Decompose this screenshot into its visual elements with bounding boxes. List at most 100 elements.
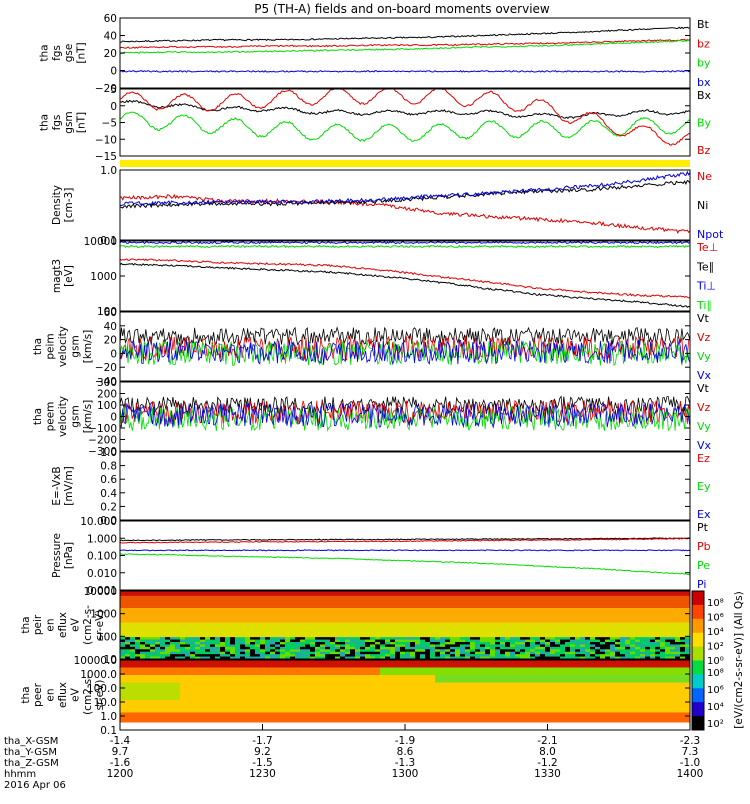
heatmap-cell bbox=[290, 685, 295, 688]
heatmap-cell bbox=[330, 652, 335, 655]
heatmap-cell bbox=[610, 630, 615, 633]
heatmap-cell bbox=[500, 608, 505, 611]
heatmap-cell bbox=[275, 620, 280, 623]
heatmap-cell bbox=[320, 649, 325, 652]
heatmap-cell bbox=[215, 642, 220, 645]
heatmap-cell bbox=[470, 606, 475, 609]
heatmap-cell bbox=[415, 649, 420, 652]
heatmap-cell bbox=[210, 705, 215, 708]
heatmap-cell bbox=[675, 608, 680, 611]
heatmap-cell bbox=[135, 703, 140, 706]
heatmap-cell bbox=[670, 630, 675, 633]
heatmap-cell bbox=[585, 635, 590, 638]
heatmap-cell bbox=[360, 718, 365, 721]
heatmap-cell bbox=[155, 720, 160, 723]
heatmap-cell bbox=[415, 615, 420, 618]
heatmap-cell bbox=[145, 620, 150, 623]
heatmap-cell bbox=[190, 618, 195, 621]
heatmap-cell bbox=[170, 635, 175, 638]
heatmap-cell bbox=[300, 615, 305, 618]
heatmap-cell bbox=[350, 688, 355, 691]
heatmap-cell bbox=[145, 698, 150, 701]
heatmap-cell bbox=[385, 618, 390, 621]
heatmap-cell bbox=[475, 593, 480, 596]
heatmap-cell bbox=[650, 598, 655, 601]
heatmap-cell bbox=[195, 723, 200, 726]
heatmap-cell bbox=[275, 708, 280, 711]
heatmap-cell bbox=[305, 725, 310, 728]
heatmap-cell bbox=[485, 603, 490, 606]
heatmap-cell bbox=[330, 598, 335, 601]
heatmap-cell bbox=[275, 695, 280, 698]
heatmap-cell bbox=[300, 606, 305, 609]
heatmap-cell bbox=[480, 608, 485, 611]
heatmap-cell bbox=[285, 673, 290, 676]
heatmap-cell bbox=[200, 725, 205, 728]
heatmap-cell bbox=[620, 613, 625, 616]
heatmap-cell bbox=[215, 675, 220, 678]
heatmap-cell bbox=[420, 598, 425, 601]
heatmap-cell bbox=[130, 713, 135, 716]
heatmap-cell bbox=[270, 630, 275, 633]
heatmap-cell bbox=[440, 610, 445, 613]
heatmap-cell bbox=[560, 620, 565, 623]
heatmap-cell bbox=[370, 685, 375, 688]
heatmap-cell bbox=[360, 678, 365, 681]
heatmap-cell bbox=[310, 675, 315, 678]
heatmap-cell bbox=[230, 618, 235, 621]
heatmap-cell bbox=[345, 601, 350, 604]
heatmap-cell bbox=[670, 640, 675, 643]
heatmap-cell bbox=[360, 705, 365, 708]
heatmap-cell bbox=[395, 598, 400, 601]
heatmap-cell bbox=[260, 615, 265, 618]
heatmap-cell bbox=[435, 654, 440, 657]
heatmap-cell bbox=[200, 673, 205, 676]
heatmap-cell bbox=[370, 693, 375, 696]
heatmap-cell bbox=[260, 642, 265, 645]
heatmap-cell bbox=[375, 693, 380, 696]
heatmap-cell bbox=[150, 678, 155, 681]
ylabel-line: [km/s] bbox=[82, 400, 94, 434]
heatmap-cell bbox=[555, 593, 560, 596]
heatmap-cell bbox=[185, 703, 190, 706]
heatmap-cell bbox=[215, 688, 220, 691]
heatmap-cell bbox=[325, 685, 330, 688]
heatmap-cell bbox=[165, 598, 170, 601]
heatmap-cell bbox=[295, 695, 300, 698]
heatmap-cell bbox=[205, 675, 210, 678]
heatmap-cell bbox=[580, 623, 585, 626]
ytick-label: 10000 bbox=[84, 586, 117, 598]
heatmap-cell bbox=[280, 693, 285, 696]
heatmap-cell bbox=[140, 608, 145, 611]
heatmap-cell bbox=[250, 668, 255, 671]
heatmap-cell bbox=[140, 693, 145, 696]
heatmap-cell bbox=[140, 720, 145, 723]
heatmap-cell bbox=[200, 695, 205, 698]
heatmap-cell bbox=[375, 635, 380, 638]
heatmap-cell bbox=[560, 635, 565, 638]
heatmap-cell bbox=[165, 593, 170, 596]
heatmap-cell bbox=[120, 654, 125, 657]
heatmap-cell bbox=[140, 683, 145, 686]
heatmap-cell bbox=[470, 640, 475, 643]
heatmap-cell bbox=[170, 620, 175, 623]
heatmap-cell bbox=[365, 695, 370, 698]
heatmap-cell bbox=[485, 623, 490, 626]
heatmap-cell bbox=[290, 708, 295, 711]
heatmap-cell bbox=[315, 670, 320, 673]
heatmap-cell bbox=[300, 705, 305, 708]
heatmap-cell bbox=[520, 610, 525, 613]
heatmap-cell bbox=[500, 637, 505, 640]
heatmap-cell bbox=[325, 678, 330, 681]
heatmap-cell bbox=[160, 723, 165, 726]
heatmap-cell bbox=[660, 637, 665, 640]
heatmap-cell bbox=[535, 627, 540, 630]
heatmap-cell bbox=[550, 620, 555, 623]
heatmap-cell bbox=[295, 723, 300, 726]
heatmap-cell bbox=[540, 601, 545, 604]
heatmap-cell bbox=[290, 649, 295, 652]
heatmap-cell bbox=[205, 603, 210, 606]
heatmap-cell bbox=[480, 620, 485, 623]
heatmap-cell bbox=[325, 725, 330, 728]
heatmap-cell bbox=[435, 635, 440, 638]
